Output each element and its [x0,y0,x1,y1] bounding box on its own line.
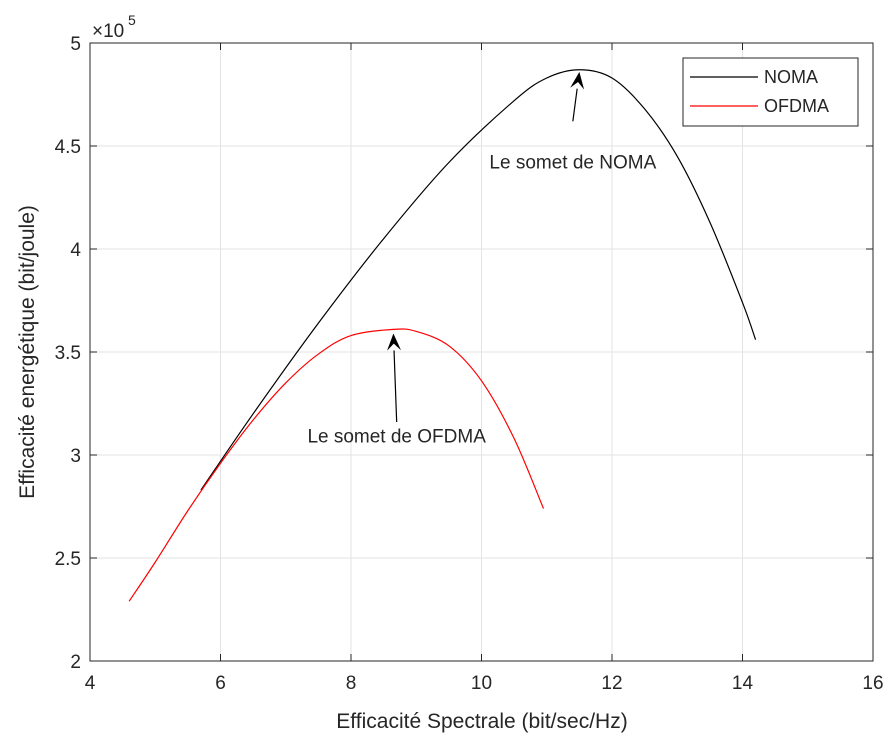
y-tick-label: 4.5 [55,137,81,158]
legend-label-noma: NOMA [764,67,818,87]
y-tick-label: 2.5 [55,549,81,570]
x-axis-label: Efficacité Spectrale (bit/sec/Hz) [336,710,627,733]
y-tick-label: 2 [70,652,81,673]
y-tick-label: 3.5 [55,343,81,364]
y-tick-label: 4 [70,240,81,261]
annotation-arrow-shaft [393,350,398,423]
x-tick-label: 10 [471,673,492,694]
annotation-arrow-head [387,333,402,351]
series-lines [128,69,757,602]
y-tick-label: 3 [70,446,81,467]
x-tick-label: 14 [732,673,754,694]
y-exponent-base: ×10 [92,21,124,42]
annotation-arrow-head [570,71,585,90]
x-tick-label: 12 [601,673,622,694]
x-tick-label: 16 [862,673,883,694]
x-tick-label: 4 [85,673,96,694]
annotation-label: Le somet de OFDMA [307,427,486,448]
y-exponent-power: 5 [128,12,136,28]
axis-ticks: 4 6 8 10 12 14 16 2 2.5 3 3.5 4 4.5 5 [55,34,884,694]
x-tick-label: 6 [215,673,226,694]
annotations: Le somet de NOMA Le somet de OFDMA [307,71,657,448]
legend-label-ofdma: OFDMA [764,96,829,116]
x-tick-label: 8 [346,673,357,694]
y-exponent-label: ×10 5 [92,12,136,42]
annotation-label: Le somet de NOMA [489,153,656,174]
series-line-ofdma [128,328,545,602]
y-axis-label: Efficacité energétique (bit/joule) [16,205,39,499]
y-tick-label: 5 [70,34,81,55]
legend-box [682,57,859,127]
series-line-noma [200,69,757,491]
legend: NOMA OFDMA [682,57,859,127]
annotation-arrow-shaft [572,88,578,122]
